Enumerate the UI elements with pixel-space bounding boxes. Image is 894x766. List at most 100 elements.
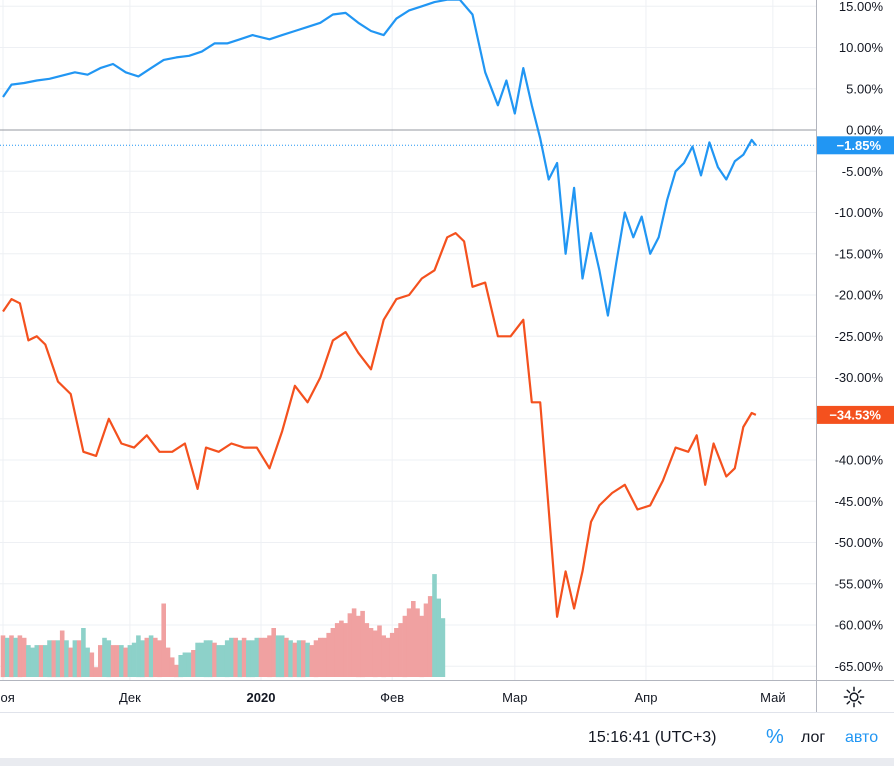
volume-bar <box>195 642 200 677</box>
volume-bar <box>440 618 446 677</box>
volume-bar <box>237 640 243 678</box>
y-axis-bg <box>816 0 894 712</box>
volume-bar <box>17 635 23 678</box>
volume-bar <box>38 645 44 677</box>
volume-bar <box>322 637 327 677</box>
log-scale-button[interactable]: лог <box>801 729 826 746</box>
percent-scale-button[interactable]: % <box>766 726 784 748</box>
volume-bar <box>360 610 365 678</box>
volume-bar <box>43 645 48 677</box>
series-line-blue <box>2 0 757 317</box>
volume-bar <box>64 640 69 678</box>
x-axis-bg <box>0 680 816 712</box>
auto-scale-button[interactable]: авто <box>845 729 879 746</box>
volume-bar <box>26 645 31 677</box>
volume-bar <box>254 637 260 677</box>
volume-bar <box>284 637 289 677</box>
price-badges: −1.85% −34.53% <box>817 136 894 424</box>
y-tick-label: 0.00% <box>846 123 883 138</box>
y-tick-label: -60.00% <box>835 618 884 633</box>
volume-bar <box>212 642 217 677</box>
volume-bar <box>389 632 395 677</box>
volume-bar <box>427 596 433 677</box>
x-tick-label: Ноя <box>0 690 15 705</box>
volume-bar <box>85 647 90 677</box>
y-axis[interactable]: 15.00% 10.00% 5.00% 0.00% -5.00% -10.00% -15.0… <box>816 0 894 712</box>
volume-bar <box>169 657 175 677</box>
volume-bar <box>13 637 18 677</box>
x-tick-label: Фев <box>380 690 404 705</box>
volume-bar <box>0 635 6 678</box>
x-tick-label: 2020 <box>247 690 276 705</box>
x-tick-label: Мар <box>502 690 527 705</box>
x-tick-label: Апр <box>635 690 658 705</box>
volume-bar <box>216 645 221 677</box>
volume-bar <box>182 652 188 677</box>
volume-bar <box>106 640 112 678</box>
volume-bar <box>9 635 14 678</box>
chart-area[interactable]: 15.00% 10.00% 5.00% 0.00% -5.00% -10.00% -15.0… <box>0 0 894 712</box>
volume-bar <box>368 628 374 677</box>
y-tick-label: -50.00% <box>835 535 884 550</box>
volume-bar <box>334 623 340 677</box>
y-tick-label: -40.00% <box>835 453 884 468</box>
volume-bar <box>241 637 247 677</box>
volume-bar <box>131 642 137 677</box>
y-tick-label: -10.00% <box>835 205 884 220</box>
volume-bar <box>275 635 281 678</box>
volume-bar <box>419 615 425 678</box>
volume-bar <box>292 642 298 677</box>
volume-bar <box>343 623 348 677</box>
chart-grid <box>0 0 816 680</box>
volume-bar <box>4 637 10 677</box>
gear-icon[interactable] <box>843 686 865 708</box>
volume-bar <box>423 603 429 677</box>
x-axis[interactable]: Ноя Дек 2020 Фев Мар Апр Май <box>0 680 894 712</box>
volume-bar <box>246 640 251 678</box>
volume-bar <box>330 628 336 677</box>
volume-bar <box>21 637 27 677</box>
y-tick-label: -20.00% <box>835 288 884 303</box>
y-tick-label: 15.00% <box>839 0 884 14</box>
volume-bar <box>301 640 306 678</box>
volume-bar <box>114 645 120 677</box>
time-display: 15:16:41 (UTC+3) <box>588 729 717 746</box>
volume-bar <box>89 652 95 677</box>
volume-bar <box>140 640 145 678</box>
volume-bar <box>98 645 103 677</box>
price-badge <box>817 405 894 424</box>
volume-bar <box>398 623 403 677</box>
volume-bar <box>377 625 382 677</box>
x-tick-label: Май <box>760 690 785 705</box>
volume-bar <box>305 642 310 677</box>
volume-bar <box>178 655 183 678</box>
volume-bar <box>351 608 357 677</box>
volume-bar <box>81 628 86 677</box>
status-bar: 15:16:41 (UTC+3) % лог авто <box>0 712 894 759</box>
y-tick-label: 10.00% <box>839 40 884 55</box>
volume-bar <box>258 637 264 677</box>
volume-bar <box>93 667 99 677</box>
x-tick-label: Дек <box>119 690 141 705</box>
volume-bar <box>148 635 154 678</box>
y-tick-label: -30.00% <box>835 370 884 385</box>
volume-bar <box>72 640 78 678</box>
volume-bar <box>233 637 238 677</box>
volume-bar <box>432 574 437 677</box>
volume-bar <box>55 640 61 678</box>
volume-bar <box>191 650 196 677</box>
volume-bar <box>250 640 255 678</box>
volume-bar <box>279 635 285 678</box>
price-badge-label: −1.85% <box>837 138 882 153</box>
volume-bar <box>59 630 65 678</box>
volume-bar <box>68 647 73 677</box>
volume-bar <box>34 645 40 677</box>
volume-bar <box>296 640 302 678</box>
volume-bar <box>229 637 234 677</box>
volume-bar <box>267 635 272 678</box>
volume-bar <box>102 637 107 677</box>
volume-bar <box>313 640 319 678</box>
y-tick-label: -55.00% <box>835 576 884 591</box>
volume-bar <box>123 647 128 677</box>
volume-bar <box>127 645 133 677</box>
